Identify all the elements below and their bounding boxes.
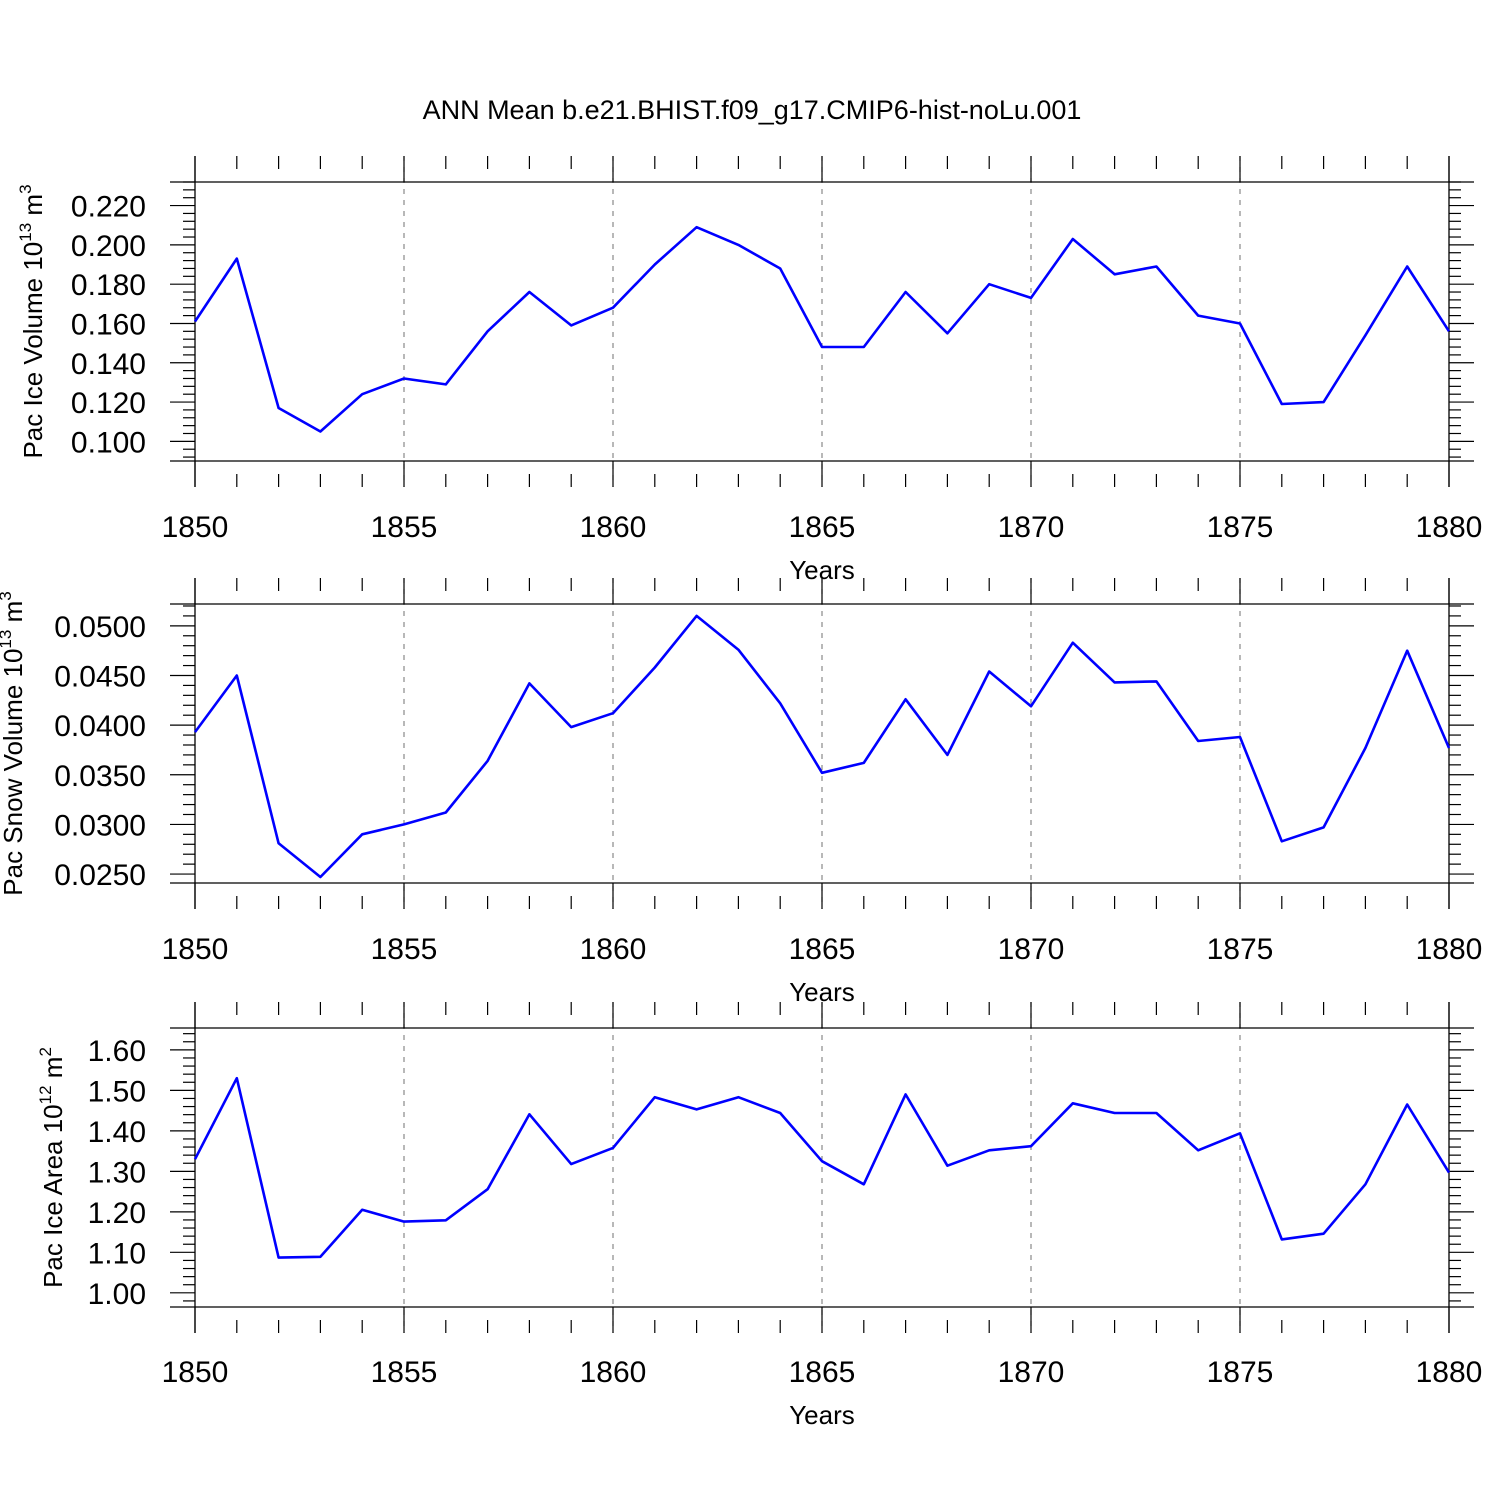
y-axis-title-unit-exponent: 3: [16, 184, 35, 193]
panel-3: 1850 1855 1860 1865 1870 1875 1880 Years 1.00 1.1…: [36, 1002, 1482, 1430]
y-tick-label: 0.220: [71, 191, 146, 224]
y-tick-label: 1.20: [88, 1197, 146, 1230]
y-axis-title-unit: m: [38, 1057, 68, 1086]
x-tick-label: 1860: [580, 1356, 647, 1389]
x-tick-label: 1865: [789, 511, 856, 544]
y-tick-label: 0.0500: [54, 611, 146, 644]
x-tick-label: 1860: [580, 511, 647, 544]
y-axis-title-unit: m: [0, 601, 28, 630]
y-axis-title: Pac Snow Volume 1013 m3: [0, 591, 28, 895]
series-line-1: [193, 614, 1451, 879]
y-axis-title: Pac Ice Volume 1013 m3: [16, 184, 48, 458]
x-tick-label: 1880: [1416, 1356, 1483, 1389]
x-axis-title: Years: [789, 1400, 855, 1430]
y-axis-title: Pac Ice Area 1012 m2: [36, 1047, 68, 1288]
y-tick-label: 0.0250: [54, 859, 146, 892]
y-tick-label: 0.140: [71, 348, 146, 381]
x-tick-label: 1855: [371, 1356, 438, 1389]
x-tick-label: 1850: [162, 1356, 229, 1389]
x-tick-label: 1870: [998, 933, 1065, 966]
x-tick-label: 1855: [371, 933, 438, 966]
panel-1: 1850 1855 1860 1865 1870 1875 1880Years0.1000.…: [16, 156, 1482, 585]
series-line-1: [193, 1076, 1451, 1259]
x-tick-label: 1850: [162, 933, 229, 966]
y-tick-label: 0.120: [71, 387, 146, 420]
y-axis-title-exponent: 13: [0, 630, 15, 649]
y-tick-label: 0.0450: [54, 660, 146, 693]
x-tick-label: 1860: [580, 933, 647, 966]
y-tick-label: 0.200: [71, 230, 146, 263]
x-tick-label: 1870: [998, 1356, 1065, 1389]
y-tick-label: 0.180: [71, 269, 146, 302]
y-axis-title-exponent: 13: [16, 223, 35, 242]
y-axis-title-exponent: 12: [36, 1085, 55, 1104]
x-tick-label: 1875: [1207, 933, 1274, 966]
x-tick-label: 1865: [789, 933, 856, 966]
y-axis-title-unit: m: [18, 194, 48, 223]
y-tick-label: 1.30: [88, 1156, 146, 1189]
y-tick-label: 0.100: [71, 426, 146, 459]
y-tick-label: 0.0350: [54, 760, 146, 793]
y-axis-title-base: Pac Ice Volume 10: [18, 242, 48, 459]
y-axis-title-base: Pac Snow Volume 10: [0, 649, 28, 896]
x-tick-label: 1855: [371, 511, 438, 544]
x-tick-label: 1870: [998, 511, 1065, 544]
y-tick-label: 1.10: [88, 1237, 146, 1270]
y-tick-label: 1.40: [88, 1116, 146, 1149]
y-axis-title-unit-exponent: 3: [0, 591, 15, 600]
figure-title: ANN Mean b.e21.BHIST.f09_g17.CMIP6-hist-…: [423, 95, 1082, 125]
panel-2: 1850 1855 1860 1865 1870 1875 1880Years0.02500…: [0, 578, 1482, 1007]
x-tick-label: 1880: [1416, 511, 1483, 544]
x-tick-label: 1880: [1416, 933, 1483, 966]
y-axis-title-unit-exponent: 2: [36, 1047, 55, 1056]
series-line-1: [193, 225, 1451, 433]
x-tick-label: 1865: [789, 1356, 856, 1389]
x-tick-label: 1850: [162, 511, 229, 544]
x-tick-label: 1875: [1207, 511, 1274, 544]
y-tick-label: 0.0400: [54, 710, 146, 743]
y-tick-label: 1.50: [88, 1075, 146, 1108]
x-tick-label: 1875: [1207, 1356, 1274, 1389]
y-tick-label: 0.0300: [54, 809, 146, 842]
y-axis-title-base: Pac Ice Area 10: [38, 1104, 68, 1288]
y-tick-label: 1.00: [88, 1278, 146, 1311]
y-tick-label: 1.60: [88, 1035, 146, 1068]
y-tick-label: 0.160: [71, 308, 146, 341]
